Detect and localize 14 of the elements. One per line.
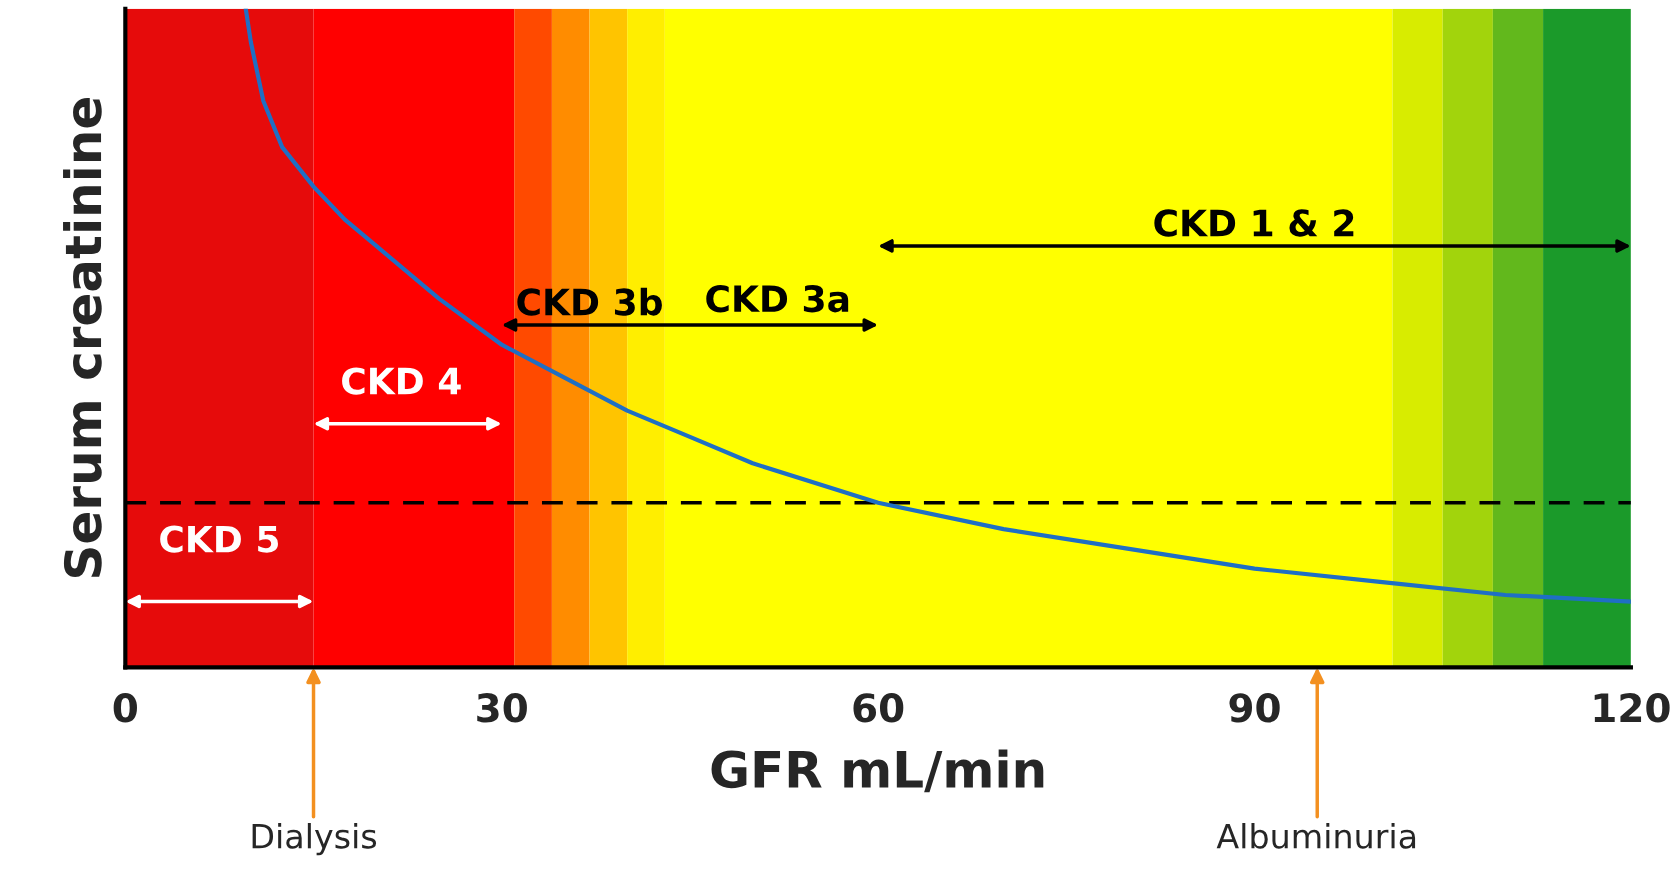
annotation: CKD 5 xyxy=(160,525,278,553)
x-axis-title: GFR mL/min xyxy=(711,749,1044,793)
annotation: CKD 4 xyxy=(342,367,461,395)
annotation: CKD 3b xyxy=(517,287,662,316)
annotation: CKD 1 & 2 xyxy=(1154,209,1354,237)
annotation: CKD 3a xyxy=(706,285,849,313)
x-tick-label: 120 xyxy=(1594,693,1670,723)
y-axis-title: Serum creatinine xyxy=(63,98,102,577)
x-tick-label: 90 xyxy=(1229,693,1280,723)
x-tick-label: 0 xyxy=(113,693,137,723)
x-tick-label: 30 xyxy=(477,693,527,723)
x-tick-label: 60 xyxy=(853,693,904,723)
annotation: Albuminuria xyxy=(1216,822,1416,849)
annotation: Dialysis xyxy=(252,822,377,856)
